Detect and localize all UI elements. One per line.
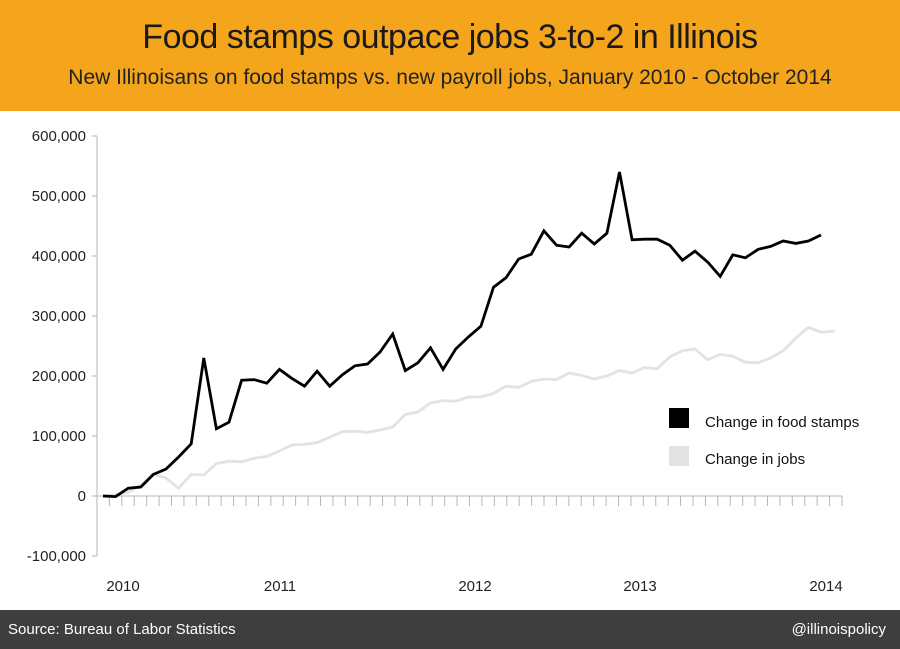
legend-label-food-stamps: Change in food stamps [705,414,859,431]
y-tick-label: 600,000 [32,128,86,145]
chart-header: Food stamps outpace jobs 3-to-2 in Illin… [0,0,900,111]
y-tick-label: 200,000 [32,368,86,385]
line-chart: -100,000 0 100,000 200,000 300,000 400,000 500… [27,128,859,595]
series-lines [102,171,836,499]
chart-footer: Source: Bureau of Labor Statistics @illi… [0,610,900,649]
x-axis: 2010 2011 2012 2013 2014 [96,495,843,595]
y-tick-label: 300,000 [32,308,86,325]
series-line-food-stamps [102,171,822,499]
x-tick-label: 2012 [458,578,491,595]
y-tick-label: 100,000 [32,428,86,445]
legend-swatch-food-stamps [669,408,689,428]
legend-swatch-jobs [669,446,689,466]
legend: Change in food stamps Change in jobs [669,408,859,468]
chart-subtitle: New Illinoisans on food stamps vs. new p… [68,66,832,89]
social-handle: @illinoispolicy [791,621,886,638]
chart-title: Food stamps outpace jobs 3-to-2 in Illin… [142,18,758,56]
x-tick-label: 2011 [264,578,296,595]
series-line-jobs [102,325,836,498]
source-note: Source: Bureau of Labor Statistics [8,621,236,638]
y-tick-label: 500,000 [32,188,86,205]
x-tick-label: 2010 [106,578,139,595]
x-tick-label: 2014 [809,578,842,595]
y-tick-label: 400,000 [32,248,86,265]
legend-label-jobs: Change in jobs [705,451,805,468]
y-axis: -100,000 0 100,000 200,000 300,000 400,000 500… [27,128,98,565]
y-tick-label: 0 [78,488,86,505]
x-tick-label: 2013 [623,578,656,595]
y-tick-label: -100,000 [27,548,86,565]
